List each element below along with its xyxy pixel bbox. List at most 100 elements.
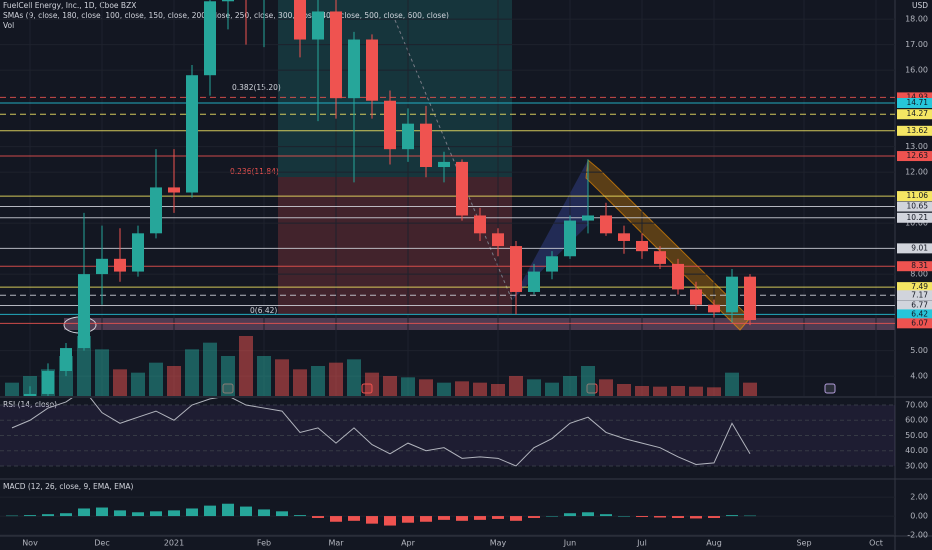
level-label: 7.17	[911, 290, 928, 299]
candle-body	[582, 215, 594, 221]
volume-bar	[347, 359, 361, 396]
macd-histogram	[240, 506, 252, 517]
sma-legend: SMAs (9, close, 180, close, 100, close, …	[3, 11, 449, 20]
volume-bar	[383, 376, 397, 396]
rsi-legend: RSI (14, close)	[3, 400, 57, 409]
macd-histogram	[744, 515, 756, 517]
volume-bar	[725, 372, 739, 396]
level-label: 12.63	[907, 151, 929, 160]
level-tag	[897, 151, 932, 162]
x-tick-label: Dec	[94, 539, 109, 548]
macd-histogram	[114, 510, 126, 517]
volume-bar	[185, 349, 199, 396]
macd-histogram	[582, 512, 594, 517]
level-label: 13.62	[907, 126, 929, 135]
candle-body	[672, 263, 684, 290]
x-tick-label: May	[490, 539, 507, 548]
macd-histogram	[312, 516, 324, 518]
level-tag	[897, 290, 932, 301]
level-label: 10.65	[907, 202, 929, 211]
y-tick-label: 60.00	[905, 416, 928, 425]
macd-histogram	[330, 516, 342, 522]
macd-histogram	[276, 511, 288, 517]
candle-body	[96, 258, 108, 275]
macd-histogram	[600, 514, 612, 517]
candle-body	[204, 1, 216, 76]
volume-bar	[473, 382, 487, 396]
x-tick-label: Feb	[257, 539, 271, 548]
x-tick-label: Aug	[706, 539, 722, 548]
trend-line	[394, 19, 513, 301]
candle-body	[528, 271, 540, 292]
macd-histogram	[168, 510, 180, 517]
candle-body	[186, 75, 198, 193]
currency: USD	[912, 1, 928, 10]
candle-body	[474, 215, 486, 234]
macd-histogram	[528, 516, 540, 518]
level-tag	[897, 109, 932, 120]
x-tick-label: Sep	[796, 539, 811, 548]
macd-histogram	[186, 508, 198, 517]
candle-body	[420, 123, 432, 168]
candle-body	[78, 274, 90, 349]
loss-zone	[278, 177, 512, 314]
volume-bar	[275, 359, 289, 396]
macd-histogram	[42, 514, 54, 517]
macd-histogram	[348, 516, 360, 521]
volume-bar	[239, 336, 253, 396]
candle-body	[600, 215, 612, 234]
y-tick-label: 18.00	[905, 15, 928, 24]
candle-body	[510, 246, 522, 292]
macd-histogram	[132, 512, 144, 517]
candle-body	[114, 258, 126, 272]
macd-histogram	[456, 516, 468, 521]
level-label: 10.21	[907, 213, 929, 222]
candle-body	[456, 161, 468, 216]
candle-body	[348, 39, 360, 99]
level-label: 11.06	[907, 191, 929, 200]
x-tick-label: Oct	[869, 539, 883, 548]
volume-bar	[311, 366, 325, 396]
candle-body	[492, 233, 504, 247]
y-tick-label: 10.00	[905, 219, 928, 228]
candle-body	[744, 276, 756, 321]
level-label: 8.31	[911, 261, 928, 270]
volume-bar	[149, 362, 163, 396]
level-tag	[897, 300, 932, 311]
candle-body	[294, 0, 306, 40]
macd-histogram	[222, 503, 234, 517]
level-label: 9.01	[911, 243, 928, 252]
volume-bar	[527, 379, 541, 396]
macd-histogram	[60, 513, 72, 517]
rsi-pane	[0, 398, 895, 467]
macd-histogram	[474, 516, 486, 520]
volume-bar	[437, 382, 451, 396]
candle-body	[438, 161, 450, 168]
volume-bar	[77, 336, 91, 396]
macd-histogram	[672, 516, 684, 518]
volume-bar	[509, 376, 523, 396]
y-tick-label: 2.00	[910, 493, 928, 502]
level-tag	[897, 318, 932, 329]
macd-histogram	[402, 516, 414, 523]
volume-bar	[401, 377, 415, 396]
fib-label: 0.236(11.84)	[230, 167, 279, 176]
volume-bar	[545, 382, 559, 396]
volume-bar	[23, 376, 37, 396]
level-label: 14.71	[907, 98, 929, 107]
macd-histogram	[6, 515, 18, 517]
macd-histogram	[564, 513, 576, 517]
candle-body	[132, 233, 144, 272]
volume-bar	[599, 379, 613, 396]
candle-body	[690, 289, 702, 305]
y-tick-label: 4.00	[910, 372, 928, 381]
macd-histogram	[420, 516, 432, 522]
level-tag	[897, 191, 932, 202]
rsi-line	[11, 398, 751, 467]
y-tick-label: 17.00	[905, 40, 928, 49]
level-label: 7.49	[911, 282, 928, 291]
y-tick-label: 16.00	[905, 66, 928, 75]
level-label: 6.07	[911, 318, 928, 327]
x-tick-label: Nov	[22, 539, 38, 548]
